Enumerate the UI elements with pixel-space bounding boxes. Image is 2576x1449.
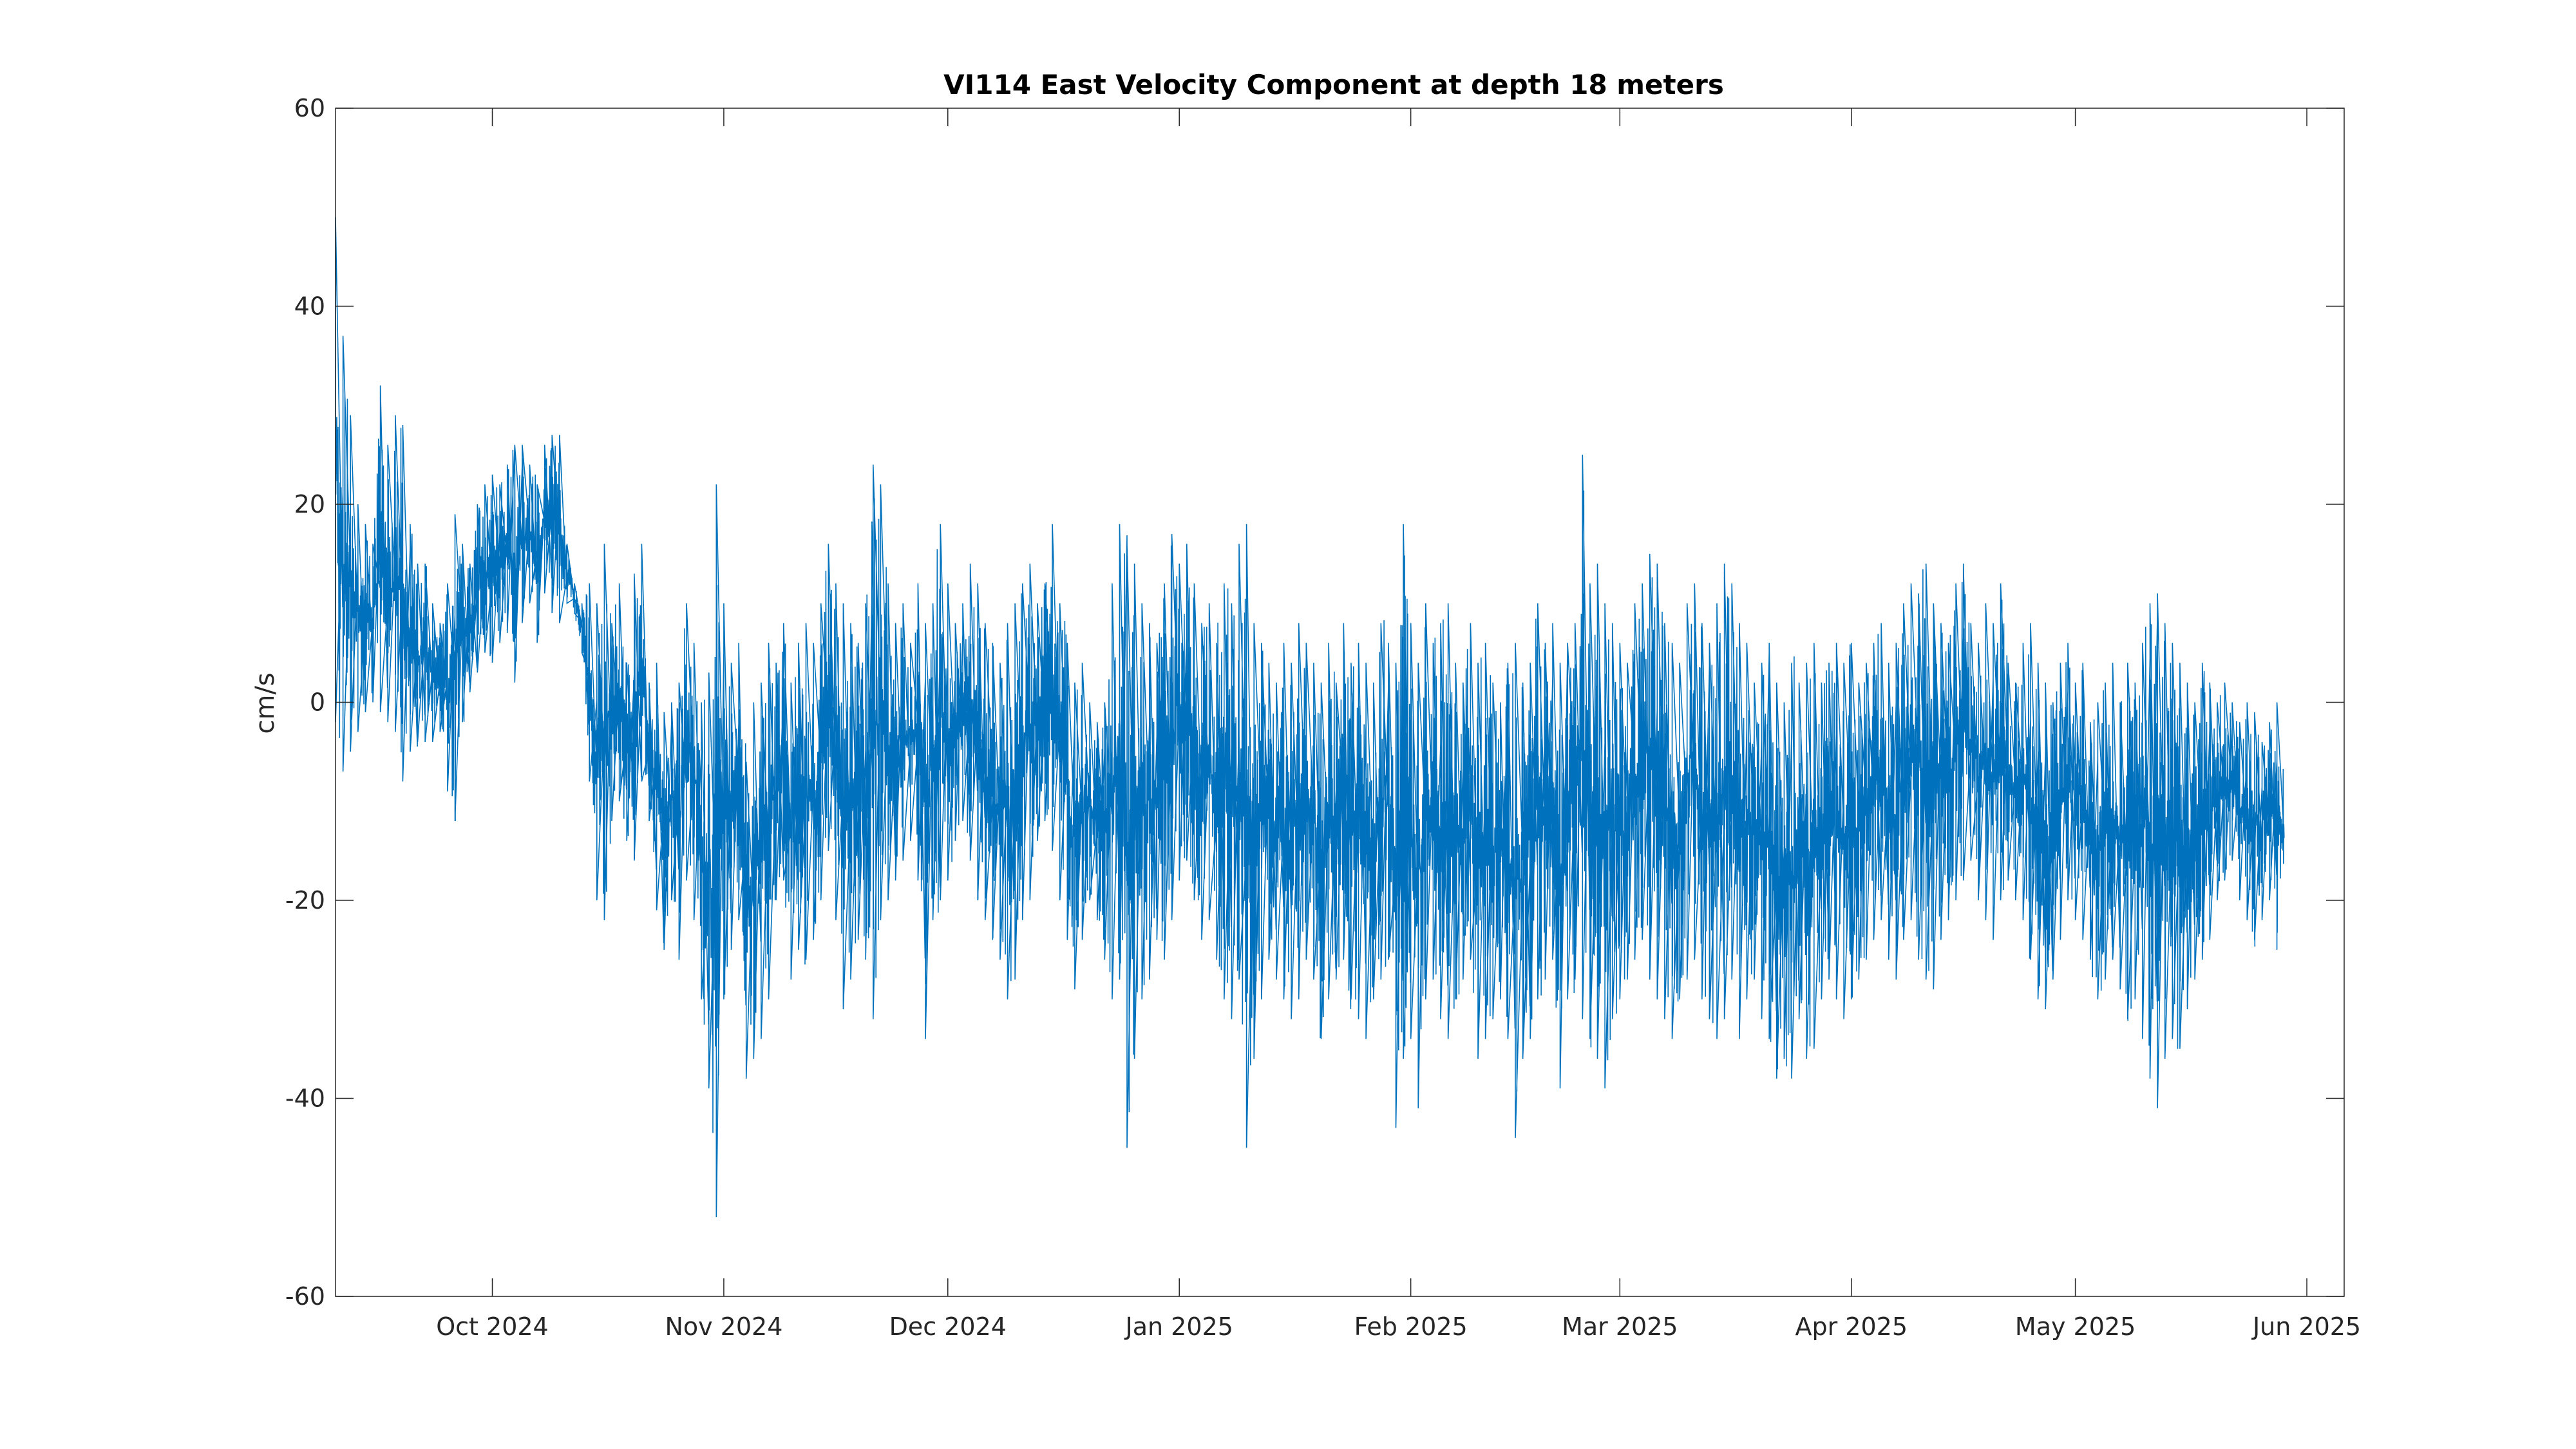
x-axis: Oct 2024 Nov 2024 Dec 2024 Jan 2025 Feb 2025… (436, 108, 2361, 1341)
x-tick-label: Nov 2024 (665, 1312, 782, 1341)
x-tick-label: Jun 2025 (2251, 1312, 2361, 1341)
x-tick-label: Oct 2024 (436, 1312, 549, 1341)
series-line (335, 217, 2285, 1218)
y-axis: 60 40 20 0 -20 -40 -60 (285, 94, 2344, 1311)
x-tick-label: Mar 2025 (1562, 1312, 1678, 1341)
y-tick-label: 60 (294, 94, 325, 122)
y-tick-label: 0 (310, 688, 325, 717)
y-tick-label: 20 (294, 490, 325, 518)
y-tick-label: -40 (285, 1084, 325, 1113)
y-tick-label: -60 (285, 1282, 325, 1311)
x-tick-label: Dec 2024 (889, 1312, 1007, 1341)
y-tick-label: 40 (294, 292, 325, 321)
series-group (335, 217, 2285, 1218)
x-tick-label: May 2025 (2015, 1312, 2136, 1341)
y-axis-label: cm/s (251, 672, 280, 734)
x-tick-label: Feb 2025 (1354, 1312, 1468, 1341)
y-tick-label: -20 (285, 886, 325, 914)
x-tick-label: Jan 2025 (1124, 1312, 1233, 1341)
x-tick-label: Apr 2025 (1795, 1312, 1908, 1341)
chart-title: VI114 East Velocity Component at depth 1… (943, 69, 1724, 100)
